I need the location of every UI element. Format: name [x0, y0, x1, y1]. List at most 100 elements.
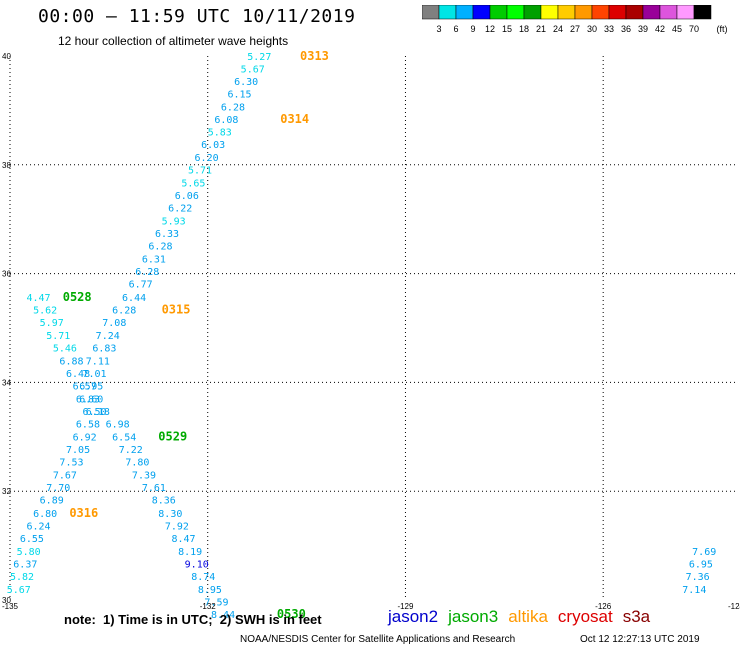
legend-label: 45: [672, 24, 682, 34]
satellite-name: s3a: [622, 607, 651, 626]
wave-height-value: 5.80: [17, 547, 41, 558]
wave-height-value: 6.55: [20, 534, 44, 545]
wave-height-value: 6.95: [689, 559, 713, 570]
satellite-name: cryosat: [557, 607, 613, 626]
wave-height-value: 6.58: [76, 420, 100, 431]
wave-height-value: 5.65: [181, 179, 205, 190]
wave-height-value: 7.22: [119, 445, 143, 456]
wave-height-value: 8.36: [152, 496, 176, 507]
wave-height-value: 6.20: [195, 153, 219, 164]
credit-timestamp: Oct 12 12:27:13 UTC 2019: [580, 634, 700, 645]
wave-height-value: 6.28: [112, 305, 136, 316]
wave-height-value: 4.47: [26, 293, 50, 304]
wave-height-value: 8.30: [158, 509, 182, 520]
legend-label: 36: [621, 24, 631, 34]
wave-height-value: 7.05: [66, 445, 90, 456]
wave-height-value: 6.89: [40, 496, 64, 507]
legend-label: 30: [587, 24, 597, 34]
legend-label: 39: [638, 24, 648, 34]
chart-title: 00:00 – 11:59 UTC 10/11/2019: [38, 6, 356, 27]
wave-height-value: 6.28: [135, 267, 159, 278]
legend-label: 9: [470, 24, 475, 34]
lon-tick-label: -135: [2, 602, 19, 611]
satellite-name: jason2: [388, 607, 439, 626]
legend-swatch: [693, 5, 712, 20]
lat-tick-label: 30: [2, 596, 11, 605]
legend-label: 3: [436, 24, 441, 34]
wave-height-value: 6.15: [228, 89, 252, 100]
wave-height-value: 9.10: [185, 559, 209, 570]
wave-height-value: 7.39: [132, 471, 156, 482]
track-time-label: 0315: [162, 302, 191, 316]
color-legend: 3 6 9 12 15 18 21 24 27 30 33 36 39 42 45 70 (ft): [422, 5, 728, 34]
legend-label: 27: [570, 24, 580, 34]
wave-height-value: 7.70: [46, 483, 70, 494]
wave-height-value: 7.59: [204, 597, 228, 608]
wave-height-value: 5.67: [7, 585, 31, 596]
legend-label: 42: [655, 24, 665, 34]
wave-height-value: 5.46: [53, 343, 77, 354]
wave-height-value: 8.44: [211, 610, 235, 621]
lat-tick-label: 34: [2, 378, 11, 387]
wave-height-value: 5.27: [247, 52, 271, 63]
wave-height-value: 6.50: [83, 407, 107, 418]
satellite-legend: jason2 jason3 altika cryosat s3a: [388, 607, 660, 627]
wave-height-value: 6.80: [33, 509, 57, 520]
track-time-label: 0529: [158, 430, 187, 444]
wave-height-value: 6.22: [168, 204, 192, 215]
wave-height-value: 5.97: [40, 318, 64, 329]
credit-text: NOAA/NESDIS Center for Satellite Applica…: [240, 634, 516, 645]
legend-label: 21: [536, 24, 546, 34]
wave-height-value: 6.83: [92, 343, 116, 354]
wave-height-value: 6.57: [73, 381, 97, 392]
lat-tick-label: 36: [2, 270, 11, 279]
wave-height-value: 6.33: [155, 229, 179, 240]
wave-height-value: 6.37: [13, 559, 37, 570]
wave-height-value: 6.18: [86, 407, 110, 418]
wave-height-value: 5.93: [162, 217, 186, 228]
wave-height-value: 6.06: [175, 191, 199, 202]
wave-height-value: 5.71: [46, 331, 70, 342]
satellite-name: jason3: [448, 607, 499, 626]
legend-label: 6: [453, 24, 458, 34]
lat-tick-label: 40: [2, 52, 11, 61]
footer-note: note: 1) Time is in UTC; 2) SWH is in fe…: [64, 612, 322, 627]
wave-height-value: 6.44: [122, 293, 146, 304]
lat-tick-label: 32: [2, 487, 11, 496]
legend-label: 70: [689, 24, 699, 34]
wave-height-value: 6.92: [73, 433, 97, 444]
wave-height-value: 5.62: [33, 305, 57, 316]
wave-height-value: 7.14: [682, 585, 706, 596]
wave-height-value: 5.83: [208, 127, 232, 138]
wave-height-value: 7.61: [142, 483, 166, 494]
wave-height-value: 5.67: [241, 64, 265, 75]
satellite-name: altika: [508, 607, 548, 626]
wave-height-value: 6.77: [129, 280, 153, 291]
wave-height-value: 7.11: [86, 356, 110, 367]
wave-height-value: 8.74: [191, 572, 215, 583]
wave-height-value: 6.95: [79, 381, 103, 392]
track-time-label: 0528: [63, 290, 92, 304]
legend-label: 33: [604, 24, 614, 34]
wave-height-value: 6.03: [201, 140, 225, 151]
wave-height-value: 8.95: [198, 585, 222, 596]
lat-tick-label: 38: [2, 161, 11, 170]
wave-height-value: 5.82: [10, 572, 34, 583]
wave-height-value: 6.28: [221, 102, 245, 113]
track-time-label: 0314: [280, 112, 309, 126]
track-time-label: 0530: [277, 607, 306, 621]
lon-tick-label: -129: [397, 602, 414, 611]
wave-height-value: 8.47: [171, 534, 195, 545]
wave-height-value: 7.69: [692, 547, 716, 558]
wave-height-value: 6.60: [79, 395, 103, 406]
legend-label: 24: [553, 24, 563, 34]
wave-height-value: 7.36: [686, 572, 710, 583]
wave-height-value: 6.98: [106, 420, 130, 431]
wave-height-value: 7.92: [165, 521, 189, 532]
track-time-label: 0316: [69, 506, 98, 520]
wave-height-value: 6.54: [112, 433, 136, 444]
wave-height-value: 6.88: [59, 356, 83, 367]
wave-height-value: 6.24: [26, 521, 50, 532]
lon-tick-label: -124: [728, 602, 740, 611]
